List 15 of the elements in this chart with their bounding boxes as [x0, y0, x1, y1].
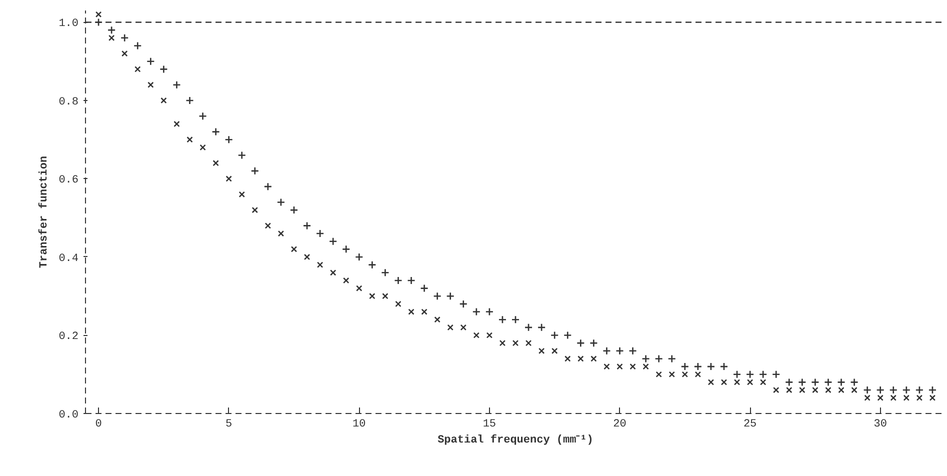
y-tick-label: 1.0: [58, 18, 79, 30]
y-tick-label: 0.8: [58, 96, 79, 108]
x-tick-label: 5: [226, 418, 232, 430]
y-tick-label: 0.4: [58, 252, 79, 265]
y-tick-label: 0.0: [58, 410, 79, 422]
y-tick-label: 0.2: [58, 331, 79, 344]
x-tick-label: 20: [613, 418, 626, 430]
y-axis-title: Transfer function: [38, 156, 51, 268]
x-tick-label: 30: [874, 418, 887, 430]
y-tick-label: 0.6: [58, 174, 79, 187]
x-tick-label: 15: [482, 418, 496, 430]
x-tick-label: 25: [743, 418, 757, 430]
x-tick-label: 0: [95, 418, 102, 430]
x-axis-title: Spatial frequency (mm⁻¹): [438, 434, 594, 446]
x-tick-label: 10: [352, 418, 366, 430]
